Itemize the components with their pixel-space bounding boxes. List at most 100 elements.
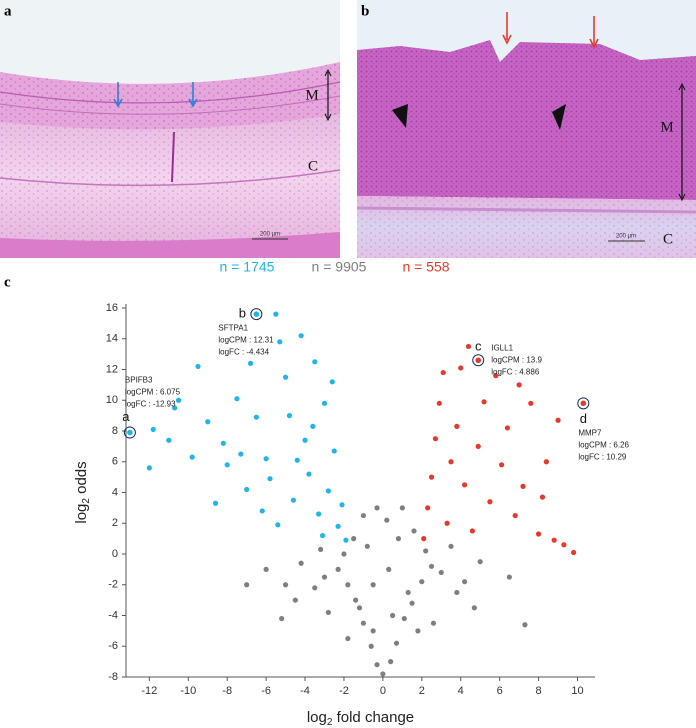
point (551, 537, 557, 543)
point (436, 400, 442, 406)
point (409, 600, 415, 606)
highlight-ring (472, 354, 485, 367)
arrowhead-marker (552, 104, 566, 130)
point (428, 563, 435, 569)
point (275, 522, 281, 528)
legend-entry: n = 1745 (220, 259, 275, 275)
y-tick-label: -8 (108, 671, 118, 683)
point (277, 339, 283, 345)
layer-label: C (308, 158, 318, 174)
x-tick-label: 6 (497, 685, 503, 697)
point (512, 512, 518, 519)
scale-text: 200 µm (260, 232, 280, 238)
point (380, 671, 386, 677)
point (448, 543, 454, 549)
point (481, 399, 487, 405)
x-tick-label: -12 (141, 685, 157, 697)
point (458, 365, 464, 371)
point (570, 549, 577, 556)
point (469, 528, 475, 534)
point (282, 374, 289, 380)
point (175, 397, 182, 403)
point (444, 520, 450, 526)
y-tick-label: 10 (106, 394, 118, 406)
layer-label: C (663, 231, 673, 247)
point (370, 628, 376, 634)
point (321, 574, 328, 580)
tissue-line (0, 95, 341, 115)
point (335, 523, 341, 529)
point (432, 436, 439, 442)
x-tick-label: -6 (261, 685, 271, 697)
annotation-text: MMP7 (578, 428, 602, 437)
point (234, 396, 240, 402)
point (543, 459, 549, 465)
point (520, 483, 526, 489)
point (341, 551, 347, 557)
point (477, 559, 483, 565)
legend-entry: n = 558 (402, 259, 449, 275)
annotation-text: logCPM : 13.9 (491, 355, 542, 364)
panel-label: a (4, 3, 12, 19)
annotation-letter: a (122, 409, 130, 424)
y-tick-label: -6 (108, 640, 118, 652)
tissue-line (0, 81, 341, 104)
point (238, 451, 244, 457)
point (325, 609, 331, 616)
x-tick-label: 2 (419, 685, 425, 697)
point (312, 359, 318, 365)
point (312, 585, 318, 591)
annotation-text: BPIFB3 (125, 376, 153, 385)
annotation-text: logCPM : 6.075 (125, 388, 181, 397)
point (462, 579, 468, 585)
point (419, 579, 425, 585)
arrow-head (589, 38, 599, 49)
point (345, 582, 351, 588)
highlight-point (580, 400, 587, 407)
point (374, 662, 380, 668)
y-tick-label: 14 (106, 333, 118, 345)
arrow-head (324, 68, 332, 122)
point (516, 382, 522, 388)
point (384, 517, 390, 523)
x-tick-label: -8 (222, 685, 232, 697)
x-axis-label: log2 fold change (307, 709, 414, 728)
y-tick-label: 0 (112, 548, 118, 560)
point (220, 440, 226, 446)
point (343, 537, 349, 543)
arrow-head (678, 82, 686, 202)
point (286, 413, 293, 419)
point (454, 589, 460, 596)
point (212, 500, 219, 506)
highlight-ring (123, 426, 136, 439)
y-tick-label: 4 (112, 486, 118, 498)
tissue-line (171, 131, 175, 183)
point (195, 363, 201, 370)
point (448, 459, 454, 465)
annotation-text: logCPM : 12.31 (218, 335, 274, 344)
point (290, 497, 296, 503)
point (331, 448, 337, 454)
point (298, 333, 304, 339)
point (360, 620, 367, 626)
point (329, 379, 335, 385)
point (423, 548, 429, 554)
point (368, 643, 374, 649)
point (430, 620, 437, 626)
y-tick-label: -4 (108, 609, 118, 621)
point (411, 528, 417, 534)
panel-label: b (361, 3, 369, 19)
y-tick-label: 16 (106, 302, 118, 314)
point (353, 597, 359, 603)
point (438, 569, 444, 576)
point (487, 499, 493, 505)
point (146, 465, 152, 471)
cartilage-cells (0, 114, 340, 241)
point (172, 405, 178, 411)
x-axis-label-sub: 2 (327, 717, 333, 728)
annotation-letter: b (239, 306, 246, 321)
point (405, 589, 411, 596)
point (319, 532, 326, 539)
highlight-point (475, 357, 482, 364)
annotation-letter: c (475, 339, 482, 354)
